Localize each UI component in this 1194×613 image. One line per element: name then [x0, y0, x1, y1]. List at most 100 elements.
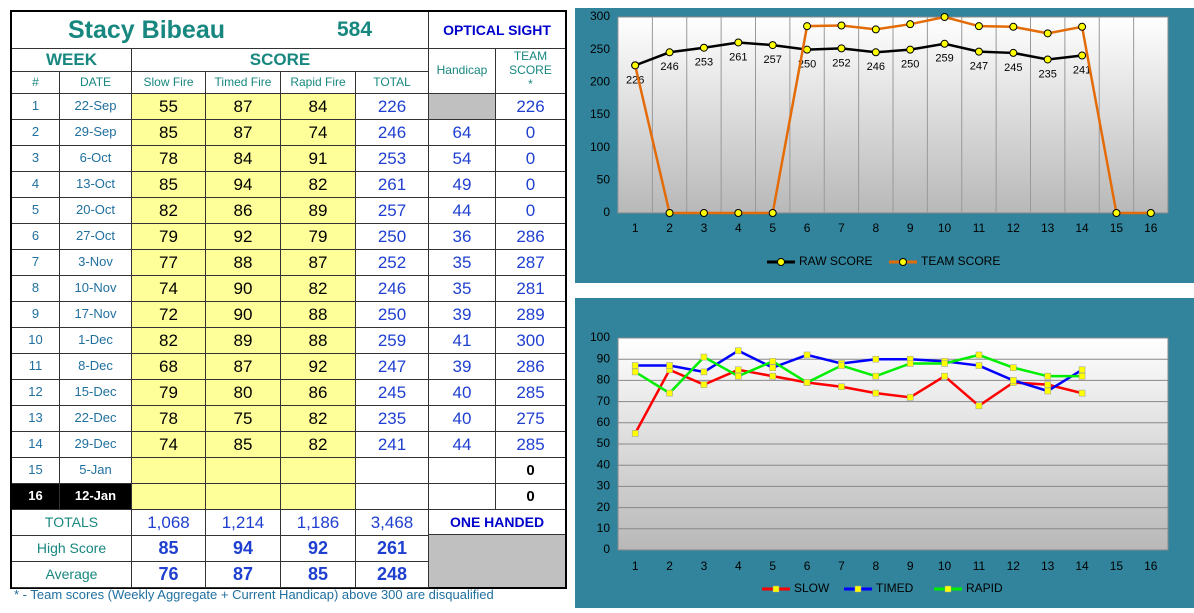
- table-cell: 1-Dec: [60, 328, 132, 354]
- summary-value: 1,068: [132, 510, 206, 536]
- table-cell: 6: [12, 224, 60, 250]
- marker: [631, 61, 640, 70]
- data-label: 257: [764, 54, 782, 66]
- marker: [735, 366, 742, 374]
- table-cell: 275: [496, 406, 565, 432]
- table-cell: 22-Dec: [60, 406, 132, 432]
- x-tick-label: 6: [804, 221, 811, 235]
- table-cell: 9: [12, 302, 60, 328]
- marker: [768, 209, 777, 217]
- table-cell: 89: [206, 328, 281, 354]
- table-cell: 247: [356, 354, 429, 380]
- x-tick-label: 2: [666, 559, 673, 573]
- y-tick-label: 300: [590, 9, 610, 23]
- table-cell: [206, 484, 281, 510]
- legend-label: RAW SCORE: [799, 254, 873, 268]
- y-tick-label: 250: [590, 42, 610, 56]
- table-cell: 79: [132, 224, 206, 250]
- table-cell: 261: [356, 172, 429, 198]
- table-cell: 226: [496, 94, 565, 120]
- x-tick-label: 10: [938, 559, 952, 573]
- data-label: 250: [901, 59, 919, 71]
- x-tick-label: 8: [872, 221, 879, 235]
- table-cell: 44: [429, 432, 496, 458]
- table-cell: 5: [12, 198, 60, 224]
- table-cell: 246: [356, 276, 429, 302]
- x-tick-label: 13: [1041, 221, 1055, 235]
- marker: [1044, 387, 1051, 395]
- data-label: 235: [1039, 68, 1057, 80]
- summary-value: 3,468: [356, 510, 429, 536]
- marker: [1043, 29, 1052, 38]
- data-label: 241: [1073, 64, 1091, 76]
- table-cell: 12-Jan: [60, 484, 132, 510]
- marker: [872, 389, 880, 397]
- column-header: TOTAL: [356, 72, 429, 94]
- x-tick-label: 9: [907, 221, 914, 235]
- y-tick-label: 20: [597, 500, 611, 514]
- marker: [1044, 381, 1051, 388]
- table-cell: 92: [206, 224, 281, 250]
- marker: [837, 21, 846, 30]
- marker: [631, 430, 639, 437]
- table-cell: 79: [281, 224, 356, 250]
- handicap-header: Handicap: [429, 49, 496, 94]
- data-label: 246: [660, 61, 678, 73]
- table-cell: 87: [281, 250, 356, 276]
- table-cell: 289: [496, 302, 565, 328]
- x-tick-label: 15: [1110, 221, 1124, 235]
- x-tick-label: 4: [735, 221, 742, 235]
- x-tick-label: 5: [769, 559, 776, 573]
- table-cell: 91: [281, 146, 356, 172]
- legend-label: TIMED: [876, 581, 914, 595]
- marker: [872, 355, 880, 363]
- table-cell: 36: [429, 224, 496, 250]
- table-cell: 92: [281, 354, 356, 380]
- table-cell: 15-Dec: [60, 380, 132, 406]
- column-header: #: [12, 72, 60, 94]
- marker: [1043, 55, 1052, 64]
- column-header: Timed Fire: [206, 72, 281, 94]
- team-header: TEAM SCORE *: [496, 49, 565, 94]
- marker: [803, 379, 811, 386]
- table-cell: 300: [496, 328, 565, 354]
- table-cell: 87: [206, 120, 281, 146]
- row-label: High Score: [12, 536, 132, 562]
- x-tick-label: 16: [1144, 559, 1158, 573]
- marker: [975, 402, 983, 410]
- score-table: Stacy Bibeau 584 OPTICAL SIGHT WEEK SCORE Han…: [10, 10, 567, 589]
- table-cell: 235: [356, 406, 429, 432]
- marker: [974, 22, 983, 31]
- table-cell: 29-Dec: [60, 432, 132, 458]
- summary-value: 87: [206, 562, 281, 588]
- marker: [871, 25, 880, 34]
- table-cell: 85: [206, 432, 281, 458]
- table-cell: 88: [281, 302, 356, 328]
- table-cell: 281: [496, 276, 565, 302]
- x-tick-label: 1: [632, 559, 639, 573]
- x-tick-label: 4: [735, 559, 742, 573]
- table-cell: 80: [206, 380, 281, 406]
- table-cell: 4: [12, 172, 60, 198]
- x-tick-label: 12: [1007, 221, 1021, 235]
- marker: [906, 394, 914, 401]
- marker: [1112, 209, 1121, 217]
- marker: [1010, 377, 1017, 384]
- marker: [666, 362, 673, 369]
- table-cell: 22-Sep: [60, 94, 132, 120]
- y-tick-label: 50: [597, 436, 611, 450]
- series-line: [633, 15, 1151, 215]
- table-cell: [281, 458, 356, 484]
- table-cell: 75: [206, 406, 281, 432]
- y-tick-label: 150: [590, 107, 610, 121]
- table-cell: 82: [281, 276, 356, 302]
- table-cell: 82: [132, 328, 206, 354]
- legend-label: TEAM SCORE: [921, 254, 1000, 268]
- table-cell: 252: [356, 250, 429, 276]
- table-cell: 285: [496, 380, 565, 406]
- table-cell: 90: [206, 276, 281, 302]
- marker: [1044, 372, 1051, 380]
- table-cell: 287: [496, 250, 565, 276]
- table-cell: [132, 458, 206, 484]
- table-cell: 87: [206, 354, 281, 380]
